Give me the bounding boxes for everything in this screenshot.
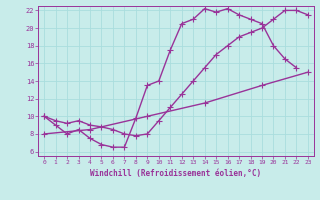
X-axis label: Windchill (Refroidissement éolien,°C): Windchill (Refroidissement éolien,°C) bbox=[91, 169, 261, 178]
